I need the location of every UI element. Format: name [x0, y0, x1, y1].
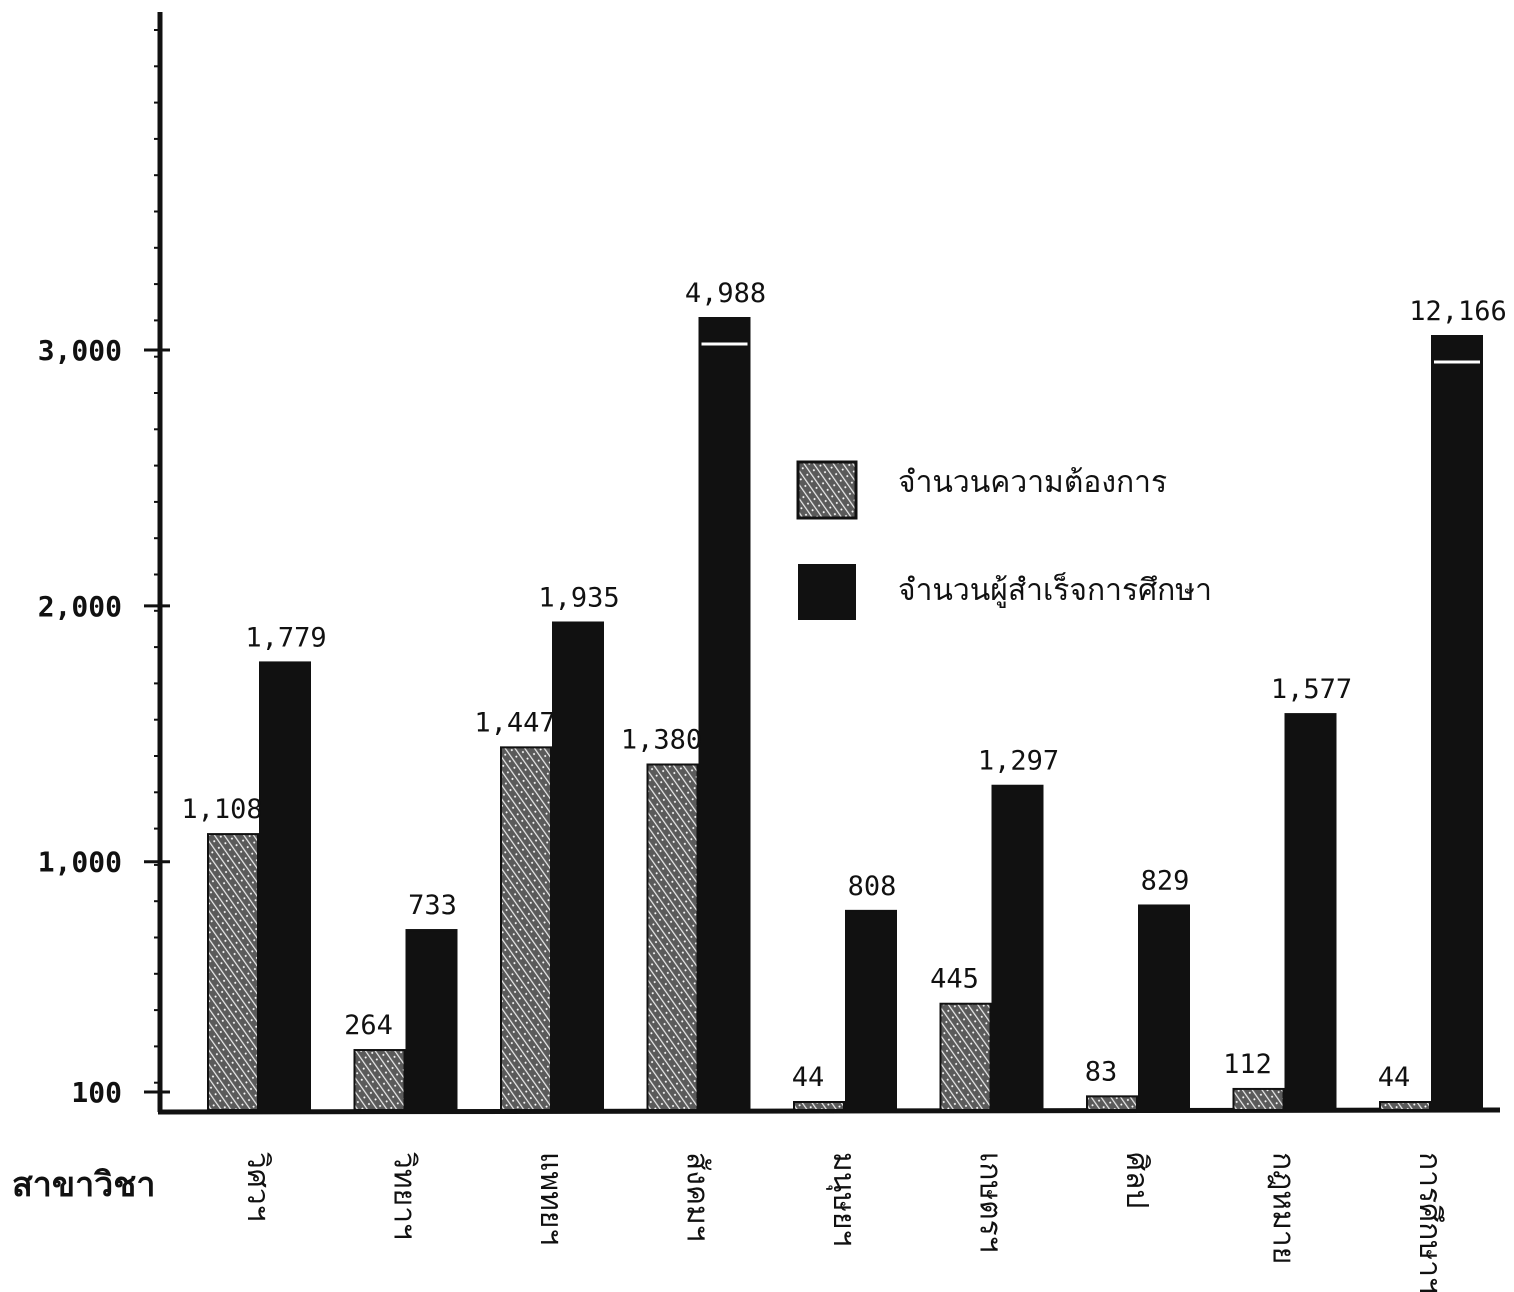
value-label: 1,577	[1271, 674, 1352, 705]
bar-graduates	[259, 661, 311, 1111]
category-labels: วิศวฯ วิทยาฯ แพทยฯ สังคมฯ มนุษยฯ เกษตรฯ ศิลป กฎ…	[240, 1152, 1447, 1292]
bar-graduates	[405, 929, 458, 1111]
value-label: 1,447	[474, 707, 555, 738]
value-labels: 1,108 1,779 264 733 1,447 1,935 1,380 4,988 44 80…	[181, 278, 1506, 1093]
bar-demand	[1232, 1087, 1285, 1112]
bar-demand	[353, 1049, 406, 1111]
y-tick-label: 2,000	[38, 590, 122, 623]
value-label: 733	[408, 890, 457, 921]
category-label: เกษตรฯ	[973, 1152, 1008, 1253]
value-label: 1,380	[621, 724, 702, 755]
y-tick-label: 100	[71, 1076, 122, 1109]
legend-label-demand: จำนวนความต้องการ	[898, 465, 1167, 500]
value-label: 1,935	[538, 582, 619, 613]
y-tick-label: 3,000	[38, 334, 122, 367]
bar-demand	[793, 1101, 845, 1111]
value-label: 83	[1085, 1056, 1118, 1087]
legend: จำนวนความต้องการ จำนวนผู้สำเร็จการศึกษา	[796, 460, 1212, 620]
category-label: กฎหมาย	[1266, 1152, 1301, 1264]
bar-graduates	[991, 784, 1044, 1111]
bar-demand	[646, 763, 699, 1112]
bar-graduates	[1284, 713, 1337, 1111]
legend-label-graduates: จำนวนผู้สำเร็จการศึกษา	[898, 571, 1212, 608]
bar-demand	[939, 1002, 992, 1112]
value-label: 829	[1141, 865, 1190, 896]
value-label: 112	[1223, 1049, 1272, 1080]
bar-graduates	[845, 909, 897, 1112]
bar-demand	[207, 833, 259, 1112]
value-label: 1,108	[181, 794, 262, 825]
bar-graduates	[1138, 904, 1190, 1112]
value-label: 264	[344, 1010, 393, 1041]
category-label: การศึกษาฯ	[1412, 1152, 1447, 1292]
x-axis-title: สาขาวิชา	[12, 1165, 155, 1205]
category-label: ศิลป	[1119, 1152, 1154, 1208]
legend-swatch-graduates	[798, 564, 856, 620]
value-label: 12,166	[1409, 296, 1507, 327]
bar-demand	[1086, 1095, 1138, 1111]
bar-demand	[500, 746, 552, 1112]
legend-item-graduates: จำนวนผู้สำเร็จการศึกษา	[798, 564, 1212, 620]
bar-graduates	[1431, 335, 1483, 1111]
y-axis-ticks: 100 1,000 2,000 3,000	[38, 334, 170, 1109]
value-label: 4,988	[685, 278, 766, 309]
legend-swatch-demand	[796, 460, 858, 520]
legend-item-demand: จำนวนความต้องการ	[796, 460, 1167, 520]
category-label: แพทยฯ	[533, 1152, 568, 1245]
value-label: 445	[930, 964, 979, 995]
value-label: 1,297	[978, 746, 1059, 777]
category-label: มนุษยฯ	[825, 1152, 861, 1246]
y-tick-label: 1,000	[38, 846, 122, 879]
value-label: 44	[1378, 1062, 1411, 1093]
value-label: 44	[792, 1062, 825, 1093]
bar-graduates	[552, 621, 604, 1111]
value-label: 1,779	[245, 622, 326, 653]
value-label: 808	[848, 871, 897, 902]
category-label: วิศวฯ	[240, 1152, 275, 1222]
bar-graduates	[698, 317, 751, 1111]
category-label: สังคมฯ	[680, 1152, 715, 1242]
y-axis-minor-ticks	[154, 29, 160, 1084]
bars	[207, 317, 1483, 1112]
bar-demand	[1379, 1101, 1431, 1111]
category-label: วิทยาฯ	[387, 1152, 422, 1240]
